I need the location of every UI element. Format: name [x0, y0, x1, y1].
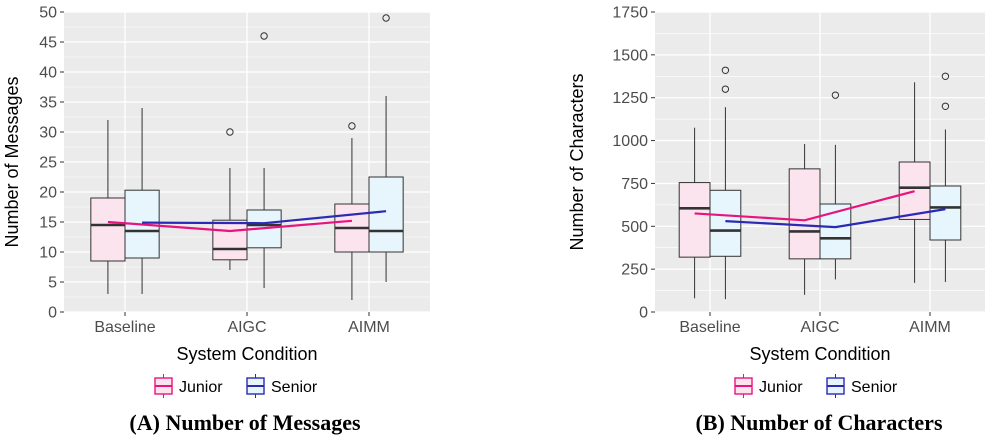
box-senior-aigc	[819, 91, 852, 280]
box-senior-aimm	[368, 14, 404, 282]
outlier-point	[941, 102, 950, 110]
mean-line-junior	[694, 190, 915, 222]
y-tick-label: 15	[39, 215, 57, 232]
box-body	[929, 185, 962, 241]
chart-panel-messages: 0 5 10 15 20 25 30 35 40 45 50 Baseline AIGC AIMM Syst…	[2, 5, 430, 435]
y-tick-label: 1250	[612, 90, 648, 107]
outlier-point	[721, 85, 730, 93]
legend-key-senior	[246, 374, 265, 398]
legend-key-junior	[154, 374, 173, 398]
panel-caption: (A) Number of Messages	[129, 410, 361, 435]
x-axis-title: System Condition	[176, 344, 317, 364]
y-axis-title: Number of Messages	[2, 76, 22, 247]
box-junior-aimm	[334, 122, 370, 300]
panel-caption: (B) Number of Characters	[695, 410, 942, 435]
box-senior-aimm	[929, 72, 962, 282]
x-tick-label: AIGC	[227, 319, 266, 336]
y-tick-label: 750	[621, 176, 648, 193]
box-junior-baseline	[90, 120, 126, 294]
x-tick-label: Baseline	[94, 319, 155, 336]
y-axis-title: Number of Characters	[567, 73, 587, 250]
legend-label-senior: Senior	[851, 379, 898, 396]
mean-line-senior	[725, 208, 946, 229]
y-tick-label: 0	[639, 305, 648, 322]
box-body	[90, 197, 126, 262]
outlier-point	[260, 32, 268, 40]
outlier-point	[831, 91, 840, 99]
legend-label-junior: Junior	[179, 379, 223, 396]
y-tick-label: 30	[39, 125, 57, 142]
legend-label-junior: Junior	[759, 379, 803, 396]
legend-key-senior	[826, 374, 845, 398]
y-tick-label: 1500	[612, 47, 648, 64]
mean-line-senior	[142, 210, 387, 225]
y-tick-label: 25	[39, 155, 57, 172]
outlier-point	[348, 122, 356, 130]
outlier-point	[382, 14, 390, 22]
box-body	[678, 182, 711, 258]
chart-panel-characters: 0 250 500 750 1000 1250 1500 1750 Baseline AIGC AI…	[567, 5, 985, 435]
legend: Junior Senior	[154, 374, 318, 398]
box-junior-aimm	[898, 82, 931, 283]
x-tick-label: AIMM	[909, 319, 951, 336]
box-junior-aigc	[788, 144, 821, 295]
x-tick-label: Baseline	[679, 319, 740, 336]
x-tick-label: AIMM	[348, 319, 390, 336]
legend: Junior Senior	[734, 374, 898, 398]
outlier-point	[721, 66, 730, 74]
box-junior-aigc	[212, 128, 248, 270]
box-body	[709, 189, 742, 257]
y-tick-label: 0	[48, 305, 57, 322]
y-tick-label: 250	[621, 262, 648, 279]
y-tick-label: 5	[48, 275, 57, 292]
y-tick-label: 50	[39, 5, 57, 22]
legend-key-junior	[734, 374, 753, 398]
box-body	[368, 176, 404, 253]
outlier-point	[226, 128, 234, 136]
y-tick-label: 20	[39, 185, 57, 202]
y-tick-label: 35	[39, 95, 57, 112]
x-tick-label: AIGC	[800, 319, 839, 336]
box-body	[212, 219, 248, 261]
y-tick-label: 500	[621, 219, 648, 236]
box-body	[788, 168, 821, 260]
y-tick-label: 1000	[612, 133, 648, 150]
legend-label-senior: Senior	[271, 379, 318, 396]
mean-line-junior	[107, 219, 353, 233]
y-tick-label: 40	[39, 65, 57, 82]
y-tick-label: 10	[39, 245, 57, 262]
y-tick-label: 45	[39, 35, 57, 52]
box-junior-baseline	[678, 127, 711, 299]
box-body	[898, 161, 931, 220]
outlier-point	[941, 72, 950, 80]
box-senior-baseline	[709, 66, 742, 300]
x-axis-title: System Condition	[749, 344, 890, 364]
y-tick-label: 1750	[612, 5, 648, 22]
